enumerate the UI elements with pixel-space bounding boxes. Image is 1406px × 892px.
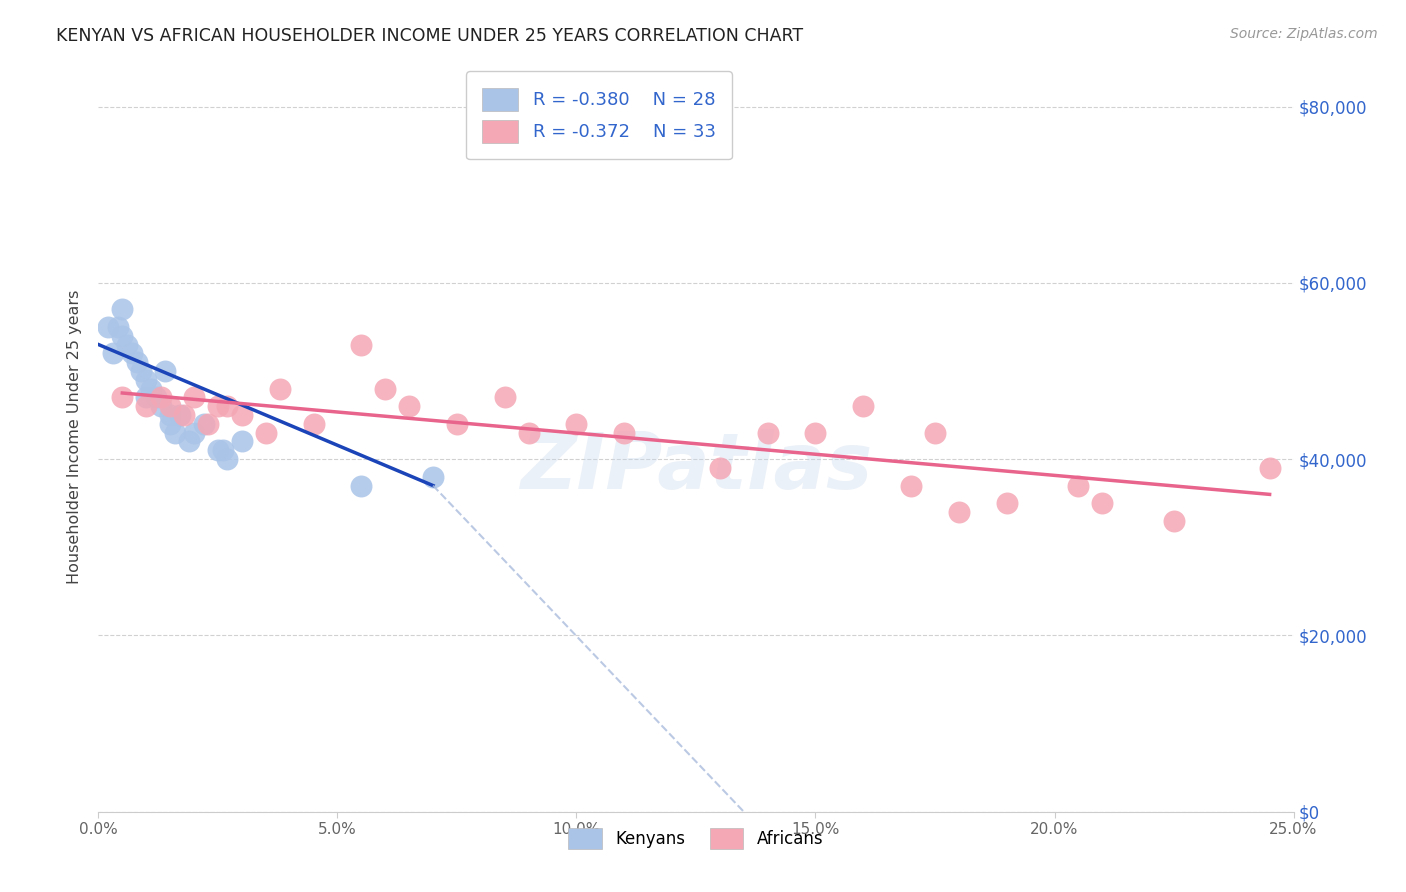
Point [709, 461, 731, 475]
Point [183, 425, 205, 440]
Point [197, 417, 219, 431]
Point [422, 469, 444, 483]
Point [183, 391, 205, 405]
Point [115, 337, 138, 351]
Point [169, 408, 191, 422]
Point [135, 391, 157, 405]
Point [995, 496, 1018, 510]
Point [852, 399, 875, 413]
Point [398, 399, 420, 413]
Point [900, 478, 922, 492]
Point [145, 391, 167, 405]
Point [217, 452, 239, 467]
Point [231, 408, 253, 422]
Legend: Kenyans, Africans: Kenyans, Africans [562, 822, 830, 855]
Point [111, 302, 134, 317]
Point [217, 399, 239, 413]
Point [494, 391, 516, 405]
Point [135, 399, 157, 413]
Point [804, 425, 827, 440]
Point [139, 382, 162, 396]
Point [173, 408, 195, 422]
Point [517, 425, 540, 440]
Point [163, 425, 186, 440]
Point [269, 382, 291, 396]
Point [159, 399, 181, 413]
Text: ZIPatlas: ZIPatlas [520, 429, 872, 505]
Point [350, 478, 373, 492]
Point [446, 417, 468, 431]
Point [207, 399, 229, 413]
Point [111, 391, 134, 405]
Point [159, 408, 181, 422]
Text: KENYAN VS AFRICAN HOUSEHOLDER INCOME UNDER 25 YEARS CORRELATION CHART: KENYAN VS AFRICAN HOUSEHOLDER INCOME UND… [56, 27, 803, 45]
Point [756, 425, 779, 440]
Point [565, 417, 588, 431]
Point [211, 443, 233, 458]
Point [254, 425, 277, 440]
Point [107, 319, 129, 334]
Point [948, 505, 970, 519]
Point [149, 391, 172, 405]
Point [159, 417, 181, 431]
Y-axis label: Householder Income Under 25 years: Householder Income Under 25 years [67, 290, 83, 584]
Point [1163, 514, 1185, 528]
Point [193, 417, 215, 431]
Point [101, 346, 124, 360]
Point [149, 399, 172, 413]
Point [207, 443, 229, 458]
Point [231, 434, 253, 449]
Point [1067, 478, 1090, 492]
Point [97, 319, 120, 334]
Point [350, 337, 373, 351]
Point [125, 355, 148, 369]
Point [131, 364, 153, 378]
Point [179, 434, 201, 449]
Point [374, 382, 396, 396]
Point [111, 328, 134, 343]
Point [135, 373, 157, 387]
Point [924, 425, 946, 440]
Point [155, 364, 177, 378]
Point [1091, 496, 1114, 510]
Point [1258, 461, 1281, 475]
Point [613, 425, 636, 440]
Text: Source: ZipAtlas.com: Source: ZipAtlas.com [1230, 27, 1378, 41]
Point [302, 417, 325, 431]
Point [121, 346, 143, 360]
